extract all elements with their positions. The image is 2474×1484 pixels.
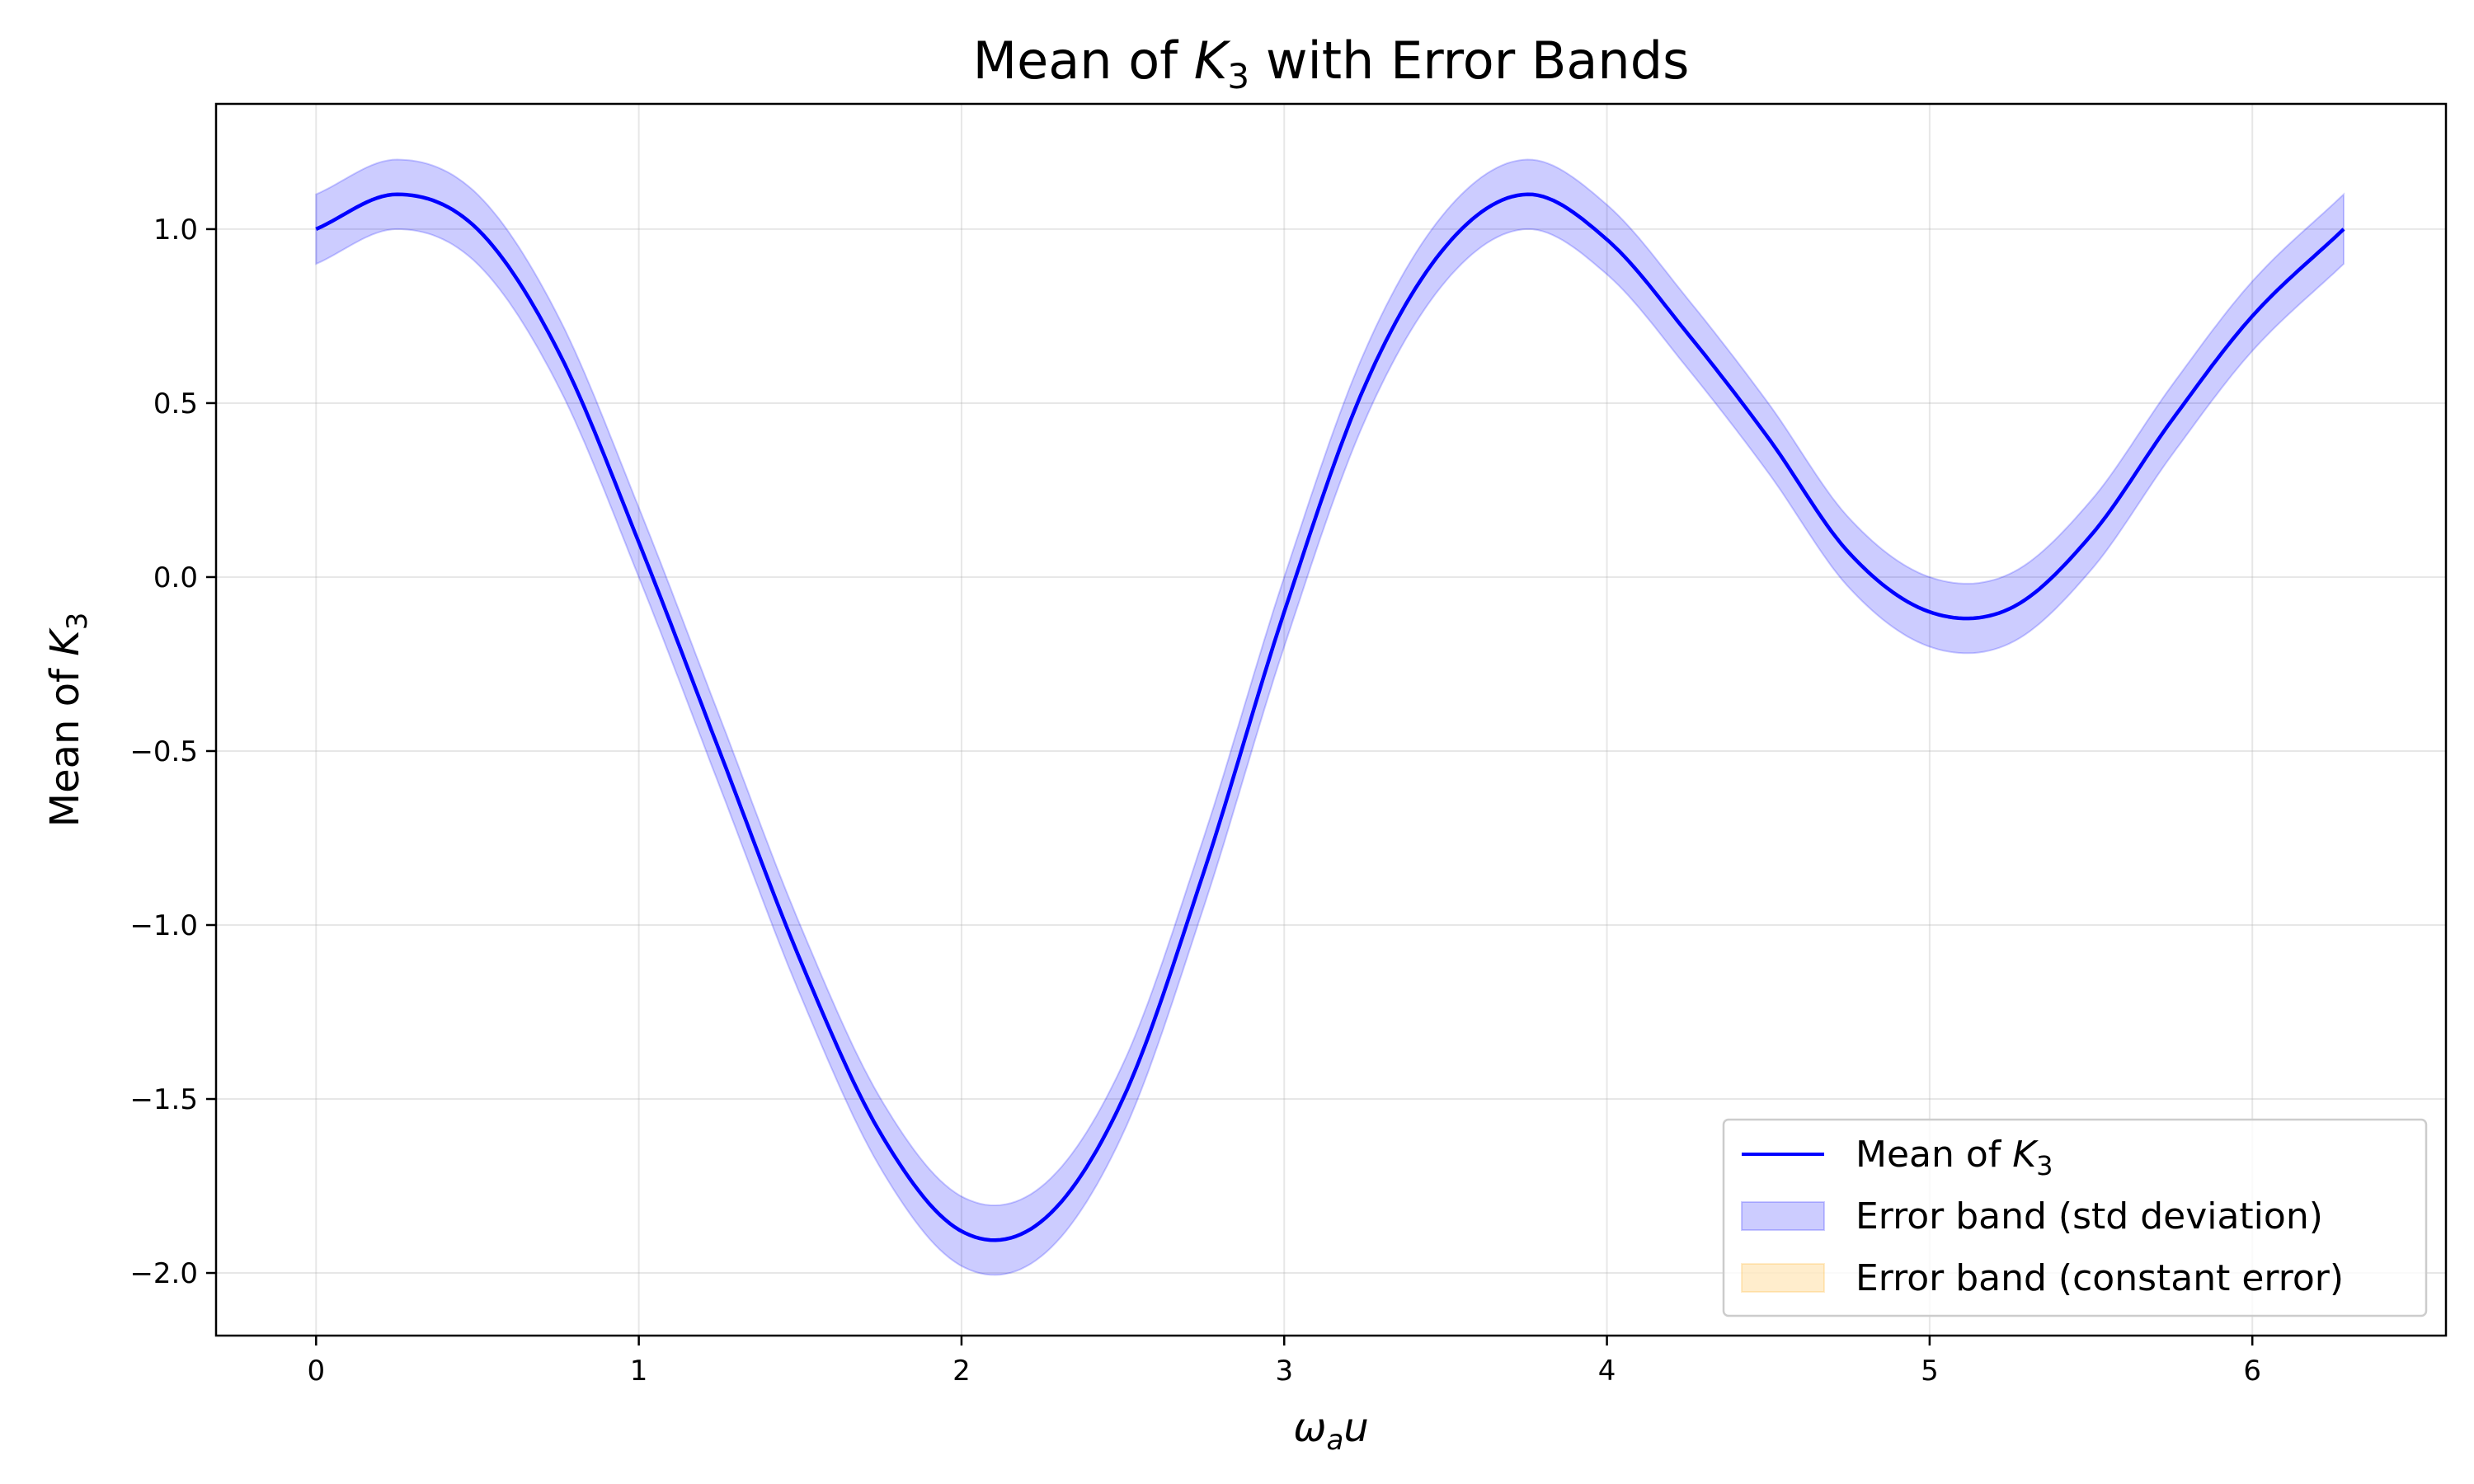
x-tick-label: 5 — [1921, 1355, 1939, 1388]
x-axis-label: ωau — [1293, 1405, 1368, 1457]
legend-swatch-constant-band — [1741, 1263, 1825, 1293]
axis-ticks: 0 1 2 3 4 5 6 1.0 0.5 0.0 −0.5 −1.0 −1.5 −2.0 — [129, 214, 2261, 1388]
y-tick-label: −1.5 — [129, 1083, 198, 1116]
grid — [216, 104, 2446, 1336]
legend-swatch-std-band — [1741, 1201, 1825, 1231]
series-lines — [315, 192, 2345, 1242]
legend-label-mean: Mean of K3 — [1856, 1134, 2053, 1181]
std-deviation-band — [315, 158, 2345, 1276]
chart-title: Mean of K3 with Error Bands — [973, 31, 1690, 96]
legend-label-std-band: Error band (std deviation) — [1856, 1195, 2323, 1237]
legend-label-constant-band: Error band (constant error) — [1856, 1257, 2344, 1299]
y-tick-label: −0.5 — [129, 735, 198, 768]
y-tick-label: 1.0 — [153, 214, 198, 247]
mean-line — [315, 192, 2345, 1242]
legend-box — [1722, 1118, 2428, 1317]
x-tick-label: 0 — [307, 1355, 325, 1388]
y-tick-label: 0.5 — [153, 387, 198, 420]
error-bands — [315, 158, 2345, 1276]
y-axis-label: Mean of K3 — [42, 613, 94, 828]
x-tick-label: 4 — [1598, 1355, 1616, 1388]
x-tick-label: 3 — [1275, 1355, 1293, 1388]
x-tick-label: 1 — [630, 1355, 648, 1388]
x-tick-label: 2 — [952, 1355, 971, 1388]
legend: Mean of K3 Error band (std deviation) Er… — [1722, 1118, 2428, 1317]
x-tick-label: 6 — [2243, 1355, 2261, 1388]
y-tick-label: 0.0 — [153, 561, 198, 594]
plot-area-frame — [214, 102, 2448, 1337]
y-tick-label: −2.0 — [129, 1257, 198, 1290]
y-tick-label: −1.0 — [129, 909, 198, 942]
